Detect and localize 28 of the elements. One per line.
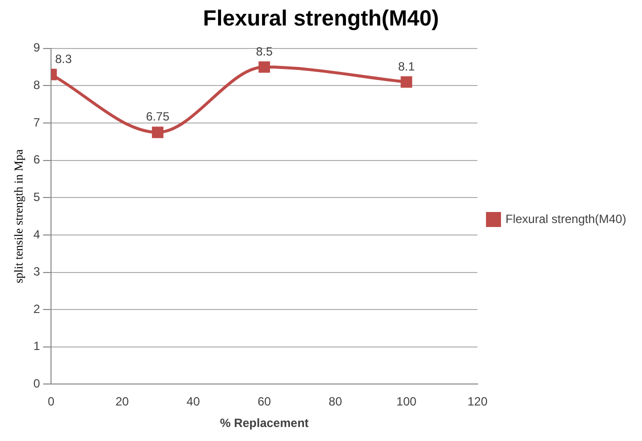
data-label: 8.1 xyxy=(398,59,416,74)
y-axis-title: split tensile strength in Mpa xyxy=(11,148,26,284)
point xyxy=(152,126,164,138)
y-tick-label: 8 xyxy=(33,78,40,92)
x-tick-label: 0 xyxy=(48,394,55,409)
y-tick-label: 1 xyxy=(33,339,40,354)
point xyxy=(258,61,270,73)
x-tick-label: 20 xyxy=(115,394,130,409)
y-tick-label: 4 xyxy=(33,227,40,242)
x-axis-title: % Replacement xyxy=(220,416,309,430)
x-tick-label: 60 xyxy=(258,394,272,409)
y-tick-label: 2 xyxy=(33,302,40,316)
x-tick-label: 120 xyxy=(467,394,488,409)
x-tick-label: 100 xyxy=(396,394,417,409)
chart-title: Flexural strength(M40) xyxy=(203,5,439,30)
x-tick-label: 40 xyxy=(186,394,200,409)
legend-label: Flexural strength(M40) xyxy=(506,212,626,226)
y-tick-label: 0 xyxy=(33,376,40,391)
y-tick-label: 6 xyxy=(33,152,40,167)
point xyxy=(400,76,412,88)
x-tick-label: 80 xyxy=(328,394,342,409)
y-tick-label: 9 xyxy=(33,40,40,55)
data-label: 8.5 xyxy=(256,44,273,58)
y-tick-label: 5 xyxy=(33,190,40,204)
data-label: 6.75 xyxy=(146,110,170,124)
y-tick-label: 3 xyxy=(33,264,40,279)
data-label: 8.3 xyxy=(55,52,72,66)
y-tick-label: 7 xyxy=(33,115,40,130)
